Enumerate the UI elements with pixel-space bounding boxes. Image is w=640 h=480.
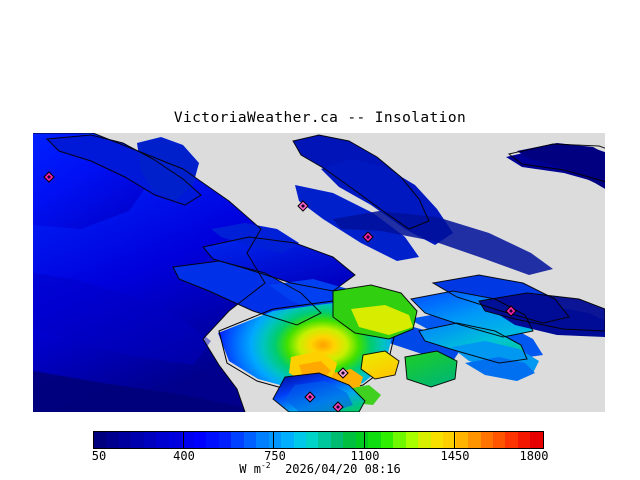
- colorbar-band-34: [517, 432, 531, 448]
- coastline: [33, 133, 605, 412]
- colorbar: [93, 431, 544, 449]
- station-marker: [297, 200, 309, 212]
- colorbar-tick-3: 1100: [350, 449, 380, 463]
- colorbar-band-28: [443, 432, 456, 448]
- colorbar-tick-1: 400: [173, 449, 195, 463]
- colorbar-band-19: [330, 432, 344, 448]
- colorbar-tick-0: 50: [91, 449, 107, 463]
- water-east-cyan-islands: [411, 291, 539, 381]
- colorbar-date: 2026/04/20: [285, 462, 358, 476]
- colorbar-band-17: [305, 432, 319, 448]
- colorbar-band-14: [268, 432, 282, 448]
- colorbar-band-29: [455, 432, 469, 448]
- colorbar-tick-5: 1800: [519, 449, 549, 463]
- colorbar-separator: [273, 431, 274, 449]
- station-marker: [505, 305, 517, 317]
- colorbar-band-7: [181, 432, 194, 448]
- colorbar-band-30: [468, 432, 481, 448]
- colorbar-caption: W m-2 2026/04/20 08:16: [0, 461, 640, 476]
- colorbar-band-33: [505, 432, 518, 448]
- page-title: VictoriaWeather.ca -- Insolation: [173, 110, 467, 126]
- colorbar-band-8: [193, 432, 207, 448]
- colorbar-band-5: [156, 432, 169, 448]
- colorbar-band-22: [368, 432, 381, 448]
- colorbar-band-35: [530, 432, 543, 448]
- colorbar-units: W m: [239, 462, 261, 476]
- colorbar-gradient: [93, 431, 544, 449]
- colorbar-band-2: [118, 432, 132, 448]
- colorbar-band-18: [318, 432, 331, 448]
- colorbar-band-15: [281, 432, 294, 448]
- station-marker: [332, 401, 344, 412]
- caption-spacer-2: [357, 462, 364, 476]
- station-marker: [362, 231, 374, 243]
- station-marker: [43, 171, 55, 183]
- insolation-map: [33, 133, 605, 412]
- colorbar-units-exponent: -2: [260, 461, 271, 470]
- colorbar-band-3: [131, 432, 144, 448]
- colorbar-band-16: [293, 432, 306, 448]
- colorbar-separator: [364, 431, 365, 449]
- station-markers: [43, 171, 517, 412]
- colorbar-band-25: [405, 432, 419, 448]
- colorbar-time: 08:16: [364, 462, 401, 476]
- water-northeast-channel: [333, 143, 605, 275]
- colorbar-tick-4: 1450: [440, 449, 470, 463]
- colorbar-band-4: [143, 432, 157, 448]
- colorbar-band-32: [493, 432, 506, 448]
- colorbar-band-31: [480, 432, 493, 448]
- colorbar-band-11: [231, 432, 244, 448]
- colorbar-band-10: [218, 432, 232, 448]
- colorbar-band-23: [380, 432, 394, 448]
- colorbar-band-1: [106, 432, 119, 448]
- colorbar-band-21: [355, 432, 369, 448]
- colorbar-band-27: [430, 432, 444, 448]
- colorbar-band-20: [343, 432, 356, 448]
- station-marker: [337, 367, 349, 379]
- colorbar-band-6: [168, 432, 182, 448]
- station-marker: [304, 391, 316, 403]
- colorbar-band-0: [94, 432, 107, 448]
- colorbar-separator: [183, 431, 184, 449]
- colorbar-band-13: [256, 432, 269, 448]
- caption-spacer: [271, 462, 285, 476]
- colorbar-separator: [454, 431, 455, 449]
- colorbar-tick-2: 750: [264, 449, 286, 463]
- colorbar-band-9: [206, 432, 219, 448]
- colorbar-band-24: [393, 432, 406, 448]
- colorbar-tick-labels: 50 400 750 1100 1450 1800: [0, 449, 640, 463]
- colorbar-band-26: [418, 432, 431, 448]
- colorbar-band-12: [243, 432, 257, 448]
- map-canvas: [33, 133, 605, 412]
